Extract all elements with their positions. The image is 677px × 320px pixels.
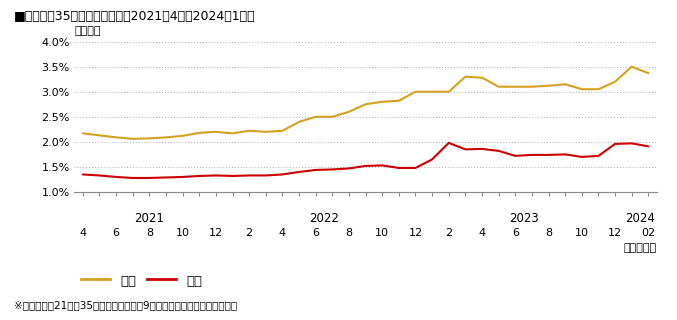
Text: ［金利］: ［金利］ (74, 26, 101, 36)
Text: 6: 6 (112, 228, 120, 238)
Text: 8: 8 (545, 228, 552, 238)
Text: 6: 6 (312, 228, 319, 238)
Text: 02: 02 (641, 228, 655, 238)
Text: 8: 8 (345, 228, 353, 238)
Text: ［年・月］: ［年・月］ (624, 243, 657, 253)
Text: 4: 4 (279, 228, 286, 238)
Text: 2: 2 (246, 228, 253, 238)
Text: 2: 2 (445, 228, 452, 238)
Text: ■フラット35借入金利の推移（2021年4月～2024年1月）: ■フラット35借入金利の推移（2021年4月～2024年1月） (14, 10, 255, 23)
Text: 2023: 2023 (508, 212, 538, 225)
Text: 10: 10 (375, 228, 389, 238)
Text: 12: 12 (408, 228, 422, 238)
Text: 4: 4 (479, 228, 485, 238)
Legend: 最高, 最低: 最高, 最低 (81, 274, 203, 288)
Text: 12: 12 (608, 228, 622, 238)
Text: 4: 4 (79, 228, 87, 238)
Text: 12: 12 (209, 228, 223, 238)
Text: 2022: 2022 (309, 212, 339, 225)
Text: 2021: 2021 (135, 212, 165, 225)
Text: 8: 8 (146, 228, 153, 238)
Text: 2024: 2024 (625, 212, 655, 225)
Text: ※借入期間が21年以35年以下、融資率が9割以下、新機構団信付きの場合: ※借入期間が21年以35年以下、融資率が9割以下、新機構団信付きの場合 (14, 300, 237, 310)
Text: 10: 10 (175, 228, 190, 238)
Text: 6: 6 (512, 228, 519, 238)
Text: 10: 10 (575, 228, 589, 238)
